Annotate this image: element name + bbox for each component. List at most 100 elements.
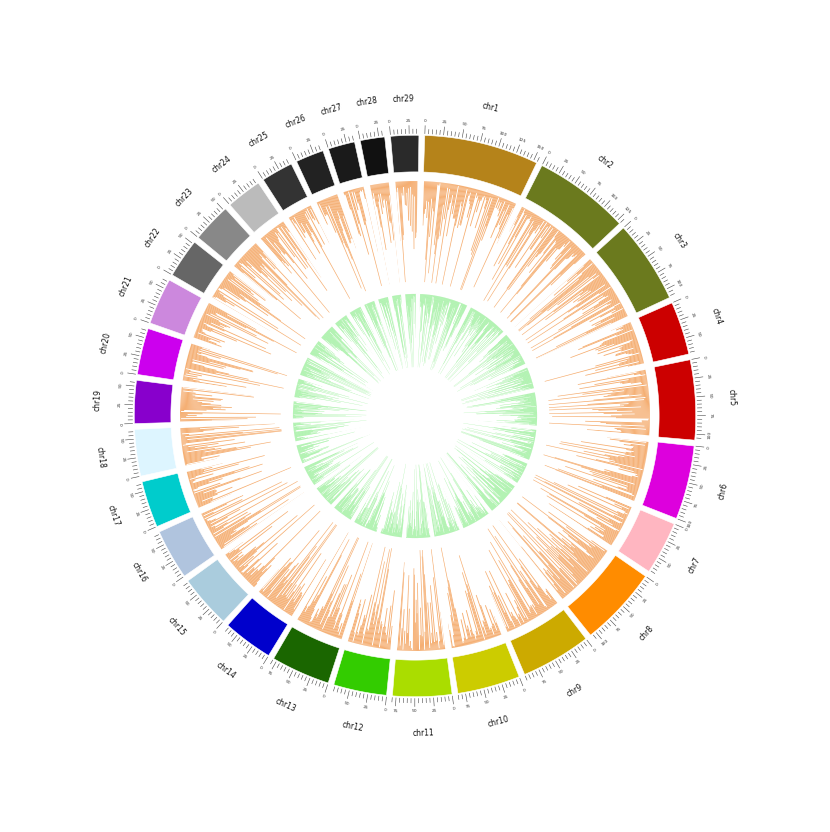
Text: 0: 0	[184, 226, 189, 230]
Text: chr27: chr27	[320, 102, 344, 117]
Polygon shape	[294, 427, 297, 428]
Polygon shape	[217, 530, 237, 543]
Polygon shape	[434, 297, 444, 335]
Polygon shape	[374, 548, 392, 647]
Polygon shape	[613, 515, 625, 522]
Text: 25: 25	[134, 511, 139, 518]
Polygon shape	[587, 429, 649, 435]
Polygon shape	[503, 346, 515, 354]
Polygon shape	[295, 397, 302, 399]
Polygon shape	[561, 241, 573, 255]
Polygon shape	[463, 524, 465, 527]
Polygon shape	[554, 300, 620, 339]
Polygon shape	[354, 632, 358, 643]
Polygon shape	[647, 384, 648, 385]
Polygon shape	[412, 650, 413, 651]
Polygon shape	[610, 438, 648, 444]
Polygon shape	[296, 436, 331, 445]
Polygon shape	[234, 265, 244, 274]
Polygon shape	[408, 295, 410, 325]
Polygon shape	[620, 403, 650, 405]
Polygon shape	[437, 519, 441, 536]
Polygon shape	[457, 186, 467, 228]
Polygon shape	[470, 445, 523, 474]
Polygon shape	[307, 471, 311, 473]
Text: 25: 25	[269, 154, 276, 161]
Polygon shape	[290, 609, 295, 616]
Polygon shape	[468, 187, 471, 196]
Polygon shape	[289, 595, 302, 615]
Polygon shape	[479, 512, 483, 518]
Polygon shape	[331, 613, 341, 636]
Polygon shape	[525, 428, 536, 429]
Polygon shape	[442, 517, 447, 534]
Polygon shape	[297, 443, 311, 447]
Text: 0: 0	[253, 165, 257, 170]
Polygon shape	[203, 314, 219, 322]
Polygon shape	[274, 557, 310, 604]
Polygon shape	[313, 349, 319, 354]
Polygon shape	[243, 255, 292, 301]
Polygon shape	[355, 513, 361, 522]
Polygon shape	[344, 502, 354, 516]
Polygon shape	[579, 265, 595, 280]
Polygon shape	[320, 478, 339, 493]
Polygon shape	[628, 350, 641, 354]
Polygon shape	[228, 550, 240, 559]
Polygon shape	[624, 511, 629, 514]
Polygon shape	[383, 183, 392, 243]
Polygon shape	[369, 303, 378, 324]
Polygon shape	[327, 331, 333, 336]
Polygon shape	[483, 336, 508, 358]
Polygon shape	[522, 379, 532, 383]
Polygon shape	[304, 365, 324, 374]
Polygon shape	[438, 502, 447, 534]
Text: chr6: chr6	[717, 483, 730, 501]
Polygon shape	[203, 315, 227, 328]
Polygon shape	[405, 181, 407, 206]
Polygon shape	[491, 200, 507, 238]
Polygon shape	[375, 527, 377, 532]
Polygon shape	[500, 465, 521, 477]
Text: 50: 50	[667, 562, 673, 568]
Polygon shape	[237, 263, 242, 267]
Polygon shape	[500, 235, 565, 313]
Polygon shape	[513, 370, 528, 376]
Polygon shape	[502, 370, 529, 381]
Polygon shape	[314, 480, 320, 485]
Text: 25: 25	[118, 401, 122, 407]
Polygon shape	[527, 452, 531, 453]
Polygon shape	[451, 300, 452, 303]
Polygon shape	[500, 497, 504, 500]
Polygon shape	[319, 201, 326, 216]
Polygon shape	[384, 298, 403, 369]
Polygon shape	[271, 230, 279, 241]
Polygon shape	[483, 489, 499, 505]
Polygon shape	[529, 424, 537, 425]
Polygon shape	[388, 182, 390, 196]
Polygon shape	[552, 242, 574, 266]
Polygon shape	[540, 551, 574, 589]
Polygon shape	[554, 457, 641, 483]
Polygon shape	[368, 612, 375, 646]
Polygon shape	[637, 477, 642, 478]
Polygon shape	[532, 430, 536, 431]
Polygon shape	[302, 370, 344, 388]
Text: 50: 50	[183, 600, 190, 607]
Polygon shape	[293, 409, 325, 412]
Polygon shape	[294, 214, 305, 232]
Polygon shape	[406, 181, 408, 193]
Polygon shape	[308, 468, 322, 476]
Polygon shape	[388, 637, 390, 650]
Polygon shape	[496, 622, 501, 635]
Polygon shape	[202, 316, 220, 325]
Polygon shape	[466, 522, 469, 526]
Text: 0: 0	[655, 582, 660, 587]
Polygon shape	[372, 185, 377, 207]
Polygon shape	[504, 492, 508, 495]
Polygon shape	[491, 474, 512, 490]
Polygon shape	[436, 641, 437, 650]
Text: chr24: chr24	[210, 154, 233, 175]
Polygon shape	[522, 466, 525, 468]
Polygon shape	[193, 491, 194, 492]
